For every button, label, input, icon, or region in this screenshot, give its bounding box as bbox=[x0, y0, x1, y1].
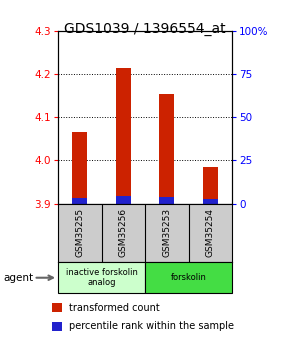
Bar bbox=[52, 322, 62, 331]
Text: GSM35253: GSM35253 bbox=[162, 208, 171, 257]
Bar bbox=[52, 303, 62, 313]
Text: GSM35255: GSM35255 bbox=[75, 208, 84, 257]
Bar bbox=[159, 197, 174, 204]
Bar bbox=[203, 167, 218, 204]
Text: inactive forskolin
analog: inactive forskolin analog bbox=[66, 268, 137, 287]
Bar bbox=[72, 198, 87, 204]
Bar bbox=[145, 262, 232, 293]
Text: GDS1039 / 1396554_at: GDS1039 / 1396554_at bbox=[64, 22, 226, 37]
Text: GSM35254: GSM35254 bbox=[206, 208, 215, 257]
Bar bbox=[72, 132, 87, 204]
Text: forskolin: forskolin bbox=[171, 273, 206, 282]
Text: agent: agent bbox=[3, 273, 33, 283]
Text: transformed count: transformed count bbox=[69, 303, 160, 313]
Bar bbox=[203, 199, 218, 204]
Bar bbox=[159, 93, 174, 204]
Text: percentile rank within the sample: percentile rank within the sample bbox=[69, 321, 234, 331]
Bar bbox=[116, 196, 131, 204]
Text: GSM35256: GSM35256 bbox=[119, 208, 128, 257]
Bar bbox=[116, 68, 131, 204]
Bar bbox=[58, 262, 145, 293]
